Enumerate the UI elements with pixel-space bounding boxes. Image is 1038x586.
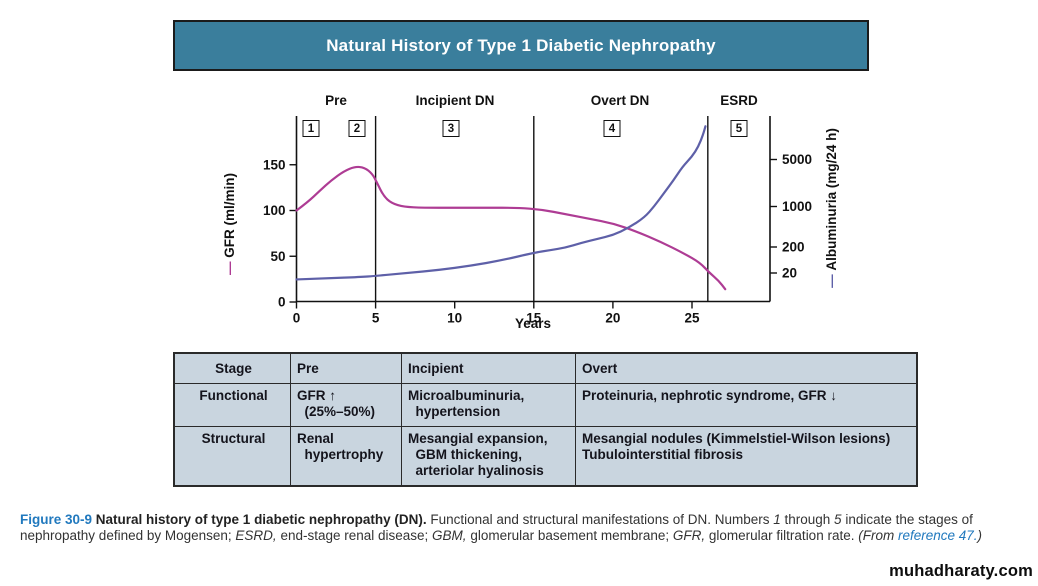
figure-number: Figure 30-9 [20,511,93,527]
header-stage: Stage [173,352,291,385]
figure-title: Natural History of Type 1 Diabetic Nephr… [326,35,716,55]
gfr-tick-label: 100 [263,203,286,218]
y-axis-label-gfr: — GFR (ml/min) [222,173,237,276]
table-row-functional: Functional GFR ↑ (25%–50%) Microalbuminu… [173,383,918,427]
stage-number-box-4: 4 [603,120,621,137]
albuminuria-tick-label: 1000 [782,199,812,214]
gfr-tick-label: 0 [278,295,286,310]
y-axis-label-albuminuria: — Albuminuria (mg/24 h) [824,128,839,288]
stage-number-box-2: 2 [348,120,366,137]
albuminuria-tick-label: 200 [782,240,805,255]
functional-overt-cell: Proteinuria, nephrotic syndrome, GFR ↓ [575,383,918,427]
year-tick-label: 15 [526,311,542,326]
year-tick-label: 10 [447,311,462,326]
stage-label-overt-dn: Overt DN [590,93,650,108]
year-tick-label: 25 [684,311,700,326]
gfr-curve [295,165,727,291]
structural-overt-cell: Mesangial nodules (Kimmelstiel-Wilson le… [575,425,918,487]
stage-number-box-1: 1 [302,120,320,137]
stage-number-box-3: 3 [442,120,460,137]
header-overt: Overt [575,352,918,385]
figure-title-bar: Natural History of Type 1 Diabetic Nephr… [173,20,869,71]
stage-summary-table: Stage Pre Incipient Overt Functional GFR… [173,352,918,487]
stage-number-box-5: 5 [730,120,748,137]
structural-label: Structural [173,425,291,487]
albuminuria-tick-label: 20 [782,266,797,281]
structural-incipient-cell: Mesangial expansion, GBM thickening, art… [401,425,576,487]
stage-label-pre: Pre [325,93,347,108]
functional-incipient-cell: Microalbuminuria, hypertension [401,383,576,427]
header-pre: Pre [290,352,402,385]
year-tick-label: 0 [293,311,301,326]
structural-pre-cell: Renal hypertrophy [290,425,402,487]
year-tick-label: 20 [605,311,620,326]
table-header-row: Stage Pre Incipient Overt [173,352,918,385]
stage-label-incipient-dn: Incipient DN [415,93,495,108]
header-incipient: Incipient [401,352,576,385]
stage-label-esrd: ESRD [720,93,758,108]
albuminuria-tick-label: 5000 [782,152,812,167]
table-row-structural: Structural Renal hypertrophy Mesangial e… [173,425,918,487]
reference-47-link[interactable]: reference 47. [897,527,978,543]
albuminuria-legend-dash: — [824,270,839,288]
albuminuria-curve [295,125,707,281]
figure-caption: Figure 30-9 Natural history of type 1 di… [20,511,983,543]
x-axis-label-years: Years [514,316,552,331]
functional-pre-cell: GFR ↑ (25%–50%) [290,383,402,427]
year-tick-label: 5 [372,311,380,326]
gfr-legend-dash: — [222,257,237,276]
gfr-tick-label: 150 [263,157,286,172]
watermark-muhadharaty: muhadharaty.com [889,562,1033,580]
gfr-tick-label: 50 [270,249,285,264]
functional-label: Functional [173,383,291,427]
